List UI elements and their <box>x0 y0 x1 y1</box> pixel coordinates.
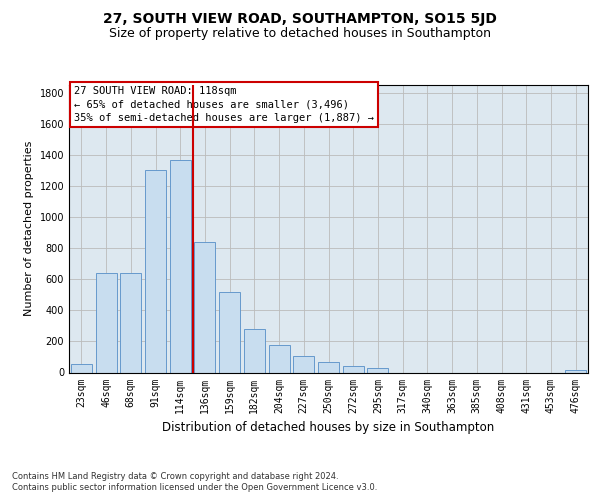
Bar <box>565 370 586 372</box>
Y-axis label: Number of detached properties: Number of detached properties <box>24 141 34 316</box>
Bar <box>219 292 240 372</box>
Text: Contains public sector information licensed under the Open Government Licence v3: Contains public sector information licen… <box>12 484 377 492</box>
Bar <box>293 356 314 372</box>
Bar <box>71 364 92 372</box>
X-axis label: Distribution of detached houses by size in Southampton: Distribution of detached houses by size … <box>163 421 494 434</box>
Text: Contains HM Land Registry data © Crown copyright and database right 2024.: Contains HM Land Registry data © Crown c… <box>12 472 338 481</box>
Bar <box>95 274 116 372</box>
Bar <box>318 362 339 372</box>
Bar <box>343 366 364 372</box>
Bar <box>244 330 265 372</box>
Bar <box>367 368 388 372</box>
Bar <box>269 346 290 372</box>
Text: 27, SOUTH VIEW ROAD, SOUTHAMPTON, SO15 5JD: 27, SOUTH VIEW ROAD, SOUTHAMPTON, SO15 5… <box>103 12 497 26</box>
Text: 27 SOUTH VIEW ROAD: 118sqm
← 65% of detached houses are smaller (3,496)
35% of s: 27 SOUTH VIEW ROAD: 118sqm ← 65% of deta… <box>74 86 374 123</box>
Bar <box>194 242 215 372</box>
Bar <box>145 170 166 372</box>
Bar <box>170 160 191 372</box>
Bar <box>120 274 141 372</box>
Text: Size of property relative to detached houses in Southampton: Size of property relative to detached ho… <box>109 28 491 40</box>
